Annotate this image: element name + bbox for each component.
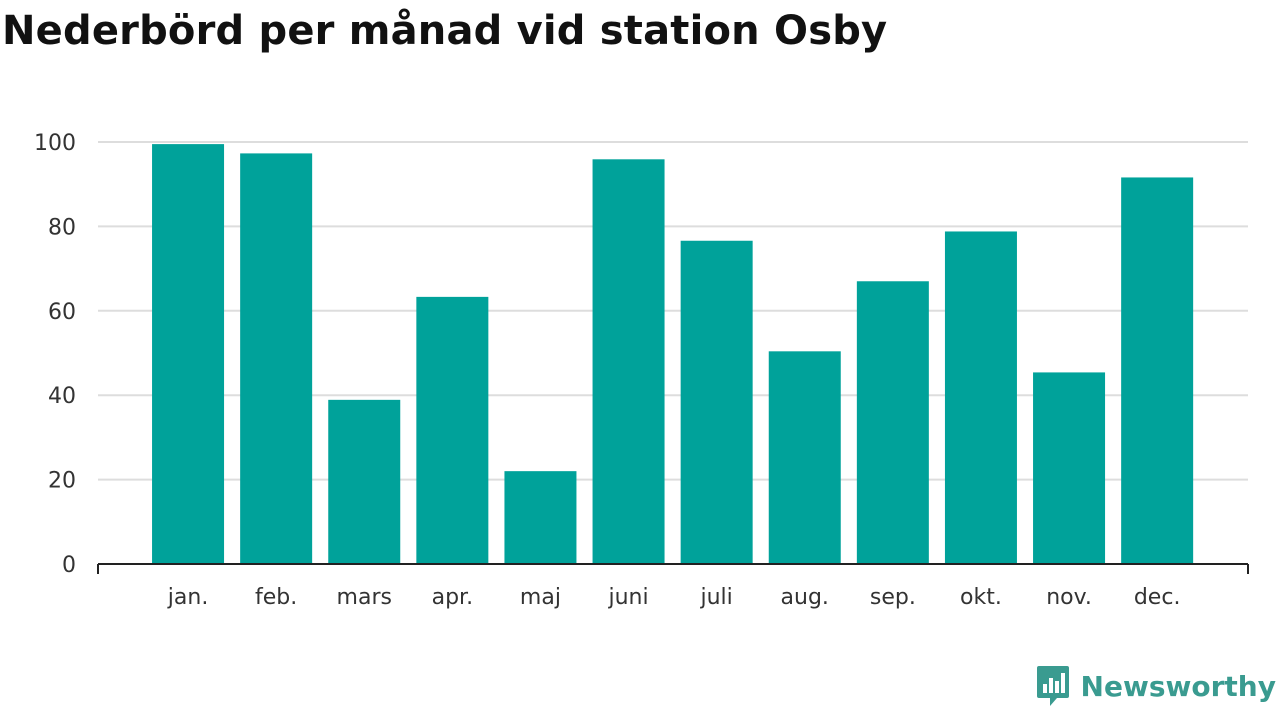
bar <box>1121 177 1194 564</box>
y-tick-label: 20 <box>48 469 76 494</box>
x-tick-label: dec. <box>1134 585 1181 610</box>
x-tick-label: mars <box>337 585 392 610</box>
bar <box>416 296 489 564</box>
axes <box>97 563 1249 574</box>
x-tick-label: aug. <box>781 585 829 610</box>
bar <box>328 399 401 564</box>
newsworthy-logo-icon <box>1036 666 1069 706</box>
brand-logo: Newsworthy <box>1035 664 1276 708</box>
x-tick-labels: jan. feb. mars apr. maj juni juli aug. sep. okt. n… <box>167 585 1181 610</box>
y-tick-label: 100 <box>34 131 76 156</box>
brand-name: Newsworthy <box>1080 669 1276 703</box>
x-tick-label: feb. <box>255 585 297 610</box>
bar <box>1033 372 1106 564</box>
y-tick-label: 40 <box>48 384 76 409</box>
bars <box>152 144 1194 565</box>
bar <box>856 281 929 564</box>
x-tick-label: apr. <box>432 585 473 610</box>
bar <box>240 153 313 565</box>
bar <box>680 240 753 565</box>
bar <box>592 159 665 564</box>
y-tick-label: 60 <box>48 300 76 325</box>
x-tick-label: okt. <box>960 585 1002 610</box>
x-tick-label: jan. <box>167 585 209 610</box>
x-tick-label: nov. <box>1046 585 1092 610</box>
bar <box>944 231 1017 565</box>
y-tick-labels: 0 20 40 60 80 100 <box>34 131 76 578</box>
x-tick-label: sep. <box>870 585 916 610</box>
x-tick-label: maj <box>520 585 561 610</box>
x-tick-label: juli <box>700 585 733 610</box>
bar <box>152 144 225 565</box>
y-tick-label: 0 <box>62 553 76 578</box>
y-tick-label: 80 <box>48 215 76 240</box>
x-tick-label: juni <box>607 585 648 610</box>
bar <box>504 471 577 564</box>
chart-title: Nederbörd per månad vid station Osby <box>2 8 888 54</box>
bar <box>768 351 841 564</box>
